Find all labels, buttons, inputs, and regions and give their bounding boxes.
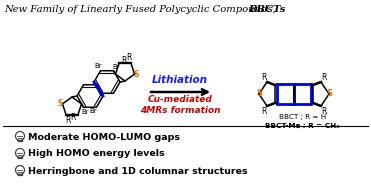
Text: R: R [70, 113, 76, 122]
Text: Herringbone and 1D columnar structures: Herringbone and 1D columnar structures [28, 167, 247, 176]
Text: High HOMO energy levels: High HOMO energy levels [28, 149, 165, 159]
Text: Moderate HOMO-LUMO gaps: Moderate HOMO-LUMO gaps [28, 132, 180, 142]
Text: R: R [121, 56, 127, 65]
Text: New Family of Linearly Fused Polycyclic Compounds,: New Family of Linearly Fused Polycyclic … [4, 5, 279, 14]
Text: R: R [126, 53, 132, 62]
Text: R: R [261, 73, 267, 81]
Text: BBCT-Me ; R = CH₃: BBCT-Me ; R = CH₃ [265, 123, 340, 129]
Text: R: R [321, 73, 327, 81]
Text: R: R [65, 116, 71, 125]
Text: BBCT ; R = H: BBCT ; R = H [279, 114, 326, 120]
Text: Lithiation: Lithiation [152, 75, 208, 85]
Text: BBCTs: BBCTs [248, 5, 285, 14]
Text: R: R [261, 106, 267, 115]
Text: S: S [256, 90, 262, 98]
Text: S: S [134, 70, 139, 79]
Text: R: R [321, 106, 327, 115]
Text: Br: Br [95, 63, 102, 69]
Text: Cu-mediated
4MRs formation: Cu-mediated 4MRs formation [140, 95, 220, 115]
Text: Br: Br [90, 108, 97, 114]
Text: Br: Br [82, 109, 89, 115]
Text: S: S [326, 90, 332, 98]
Bar [277, 84, 294, 104]
Text: S: S [58, 99, 63, 108]
Bar [294, 84, 311, 104]
Text: Br: Br [113, 64, 120, 70]
